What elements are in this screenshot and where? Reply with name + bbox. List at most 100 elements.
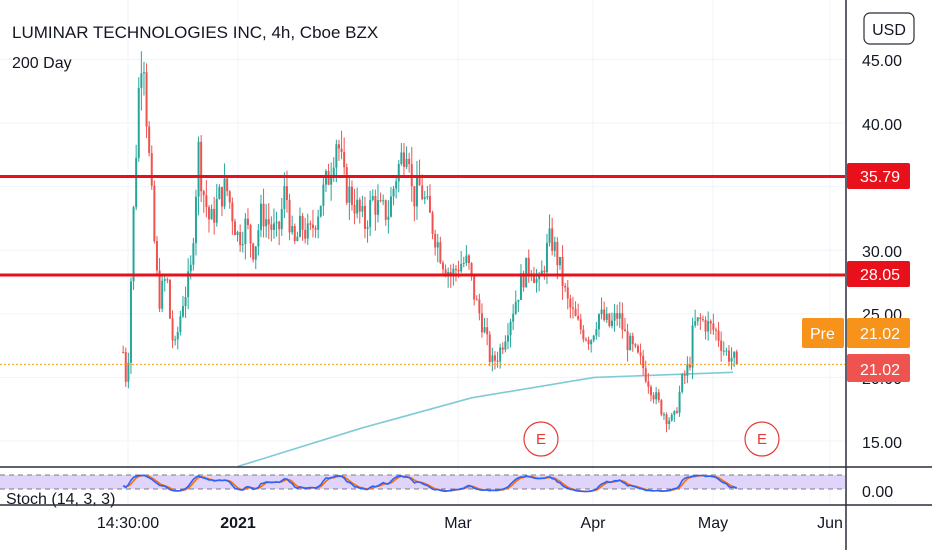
candle[interactable] xyxy=(241,231,244,253)
candle[interactable] xyxy=(566,279,569,310)
candle[interactable] xyxy=(686,356,689,384)
earnings-marker[interactable]: E xyxy=(523,421,559,457)
candle[interactable] xyxy=(389,187,392,218)
candle[interactable] xyxy=(187,258,190,310)
candle[interactable] xyxy=(405,146,408,169)
candle[interactable] xyxy=(353,188,356,225)
candle[interactable] xyxy=(423,190,426,205)
candle[interactable] xyxy=(239,224,242,252)
candle[interactable] xyxy=(428,184,431,213)
candle[interactable] xyxy=(262,188,265,238)
candle[interactable] xyxy=(293,223,296,245)
candle[interactable] xyxy=(361,195,364,218)
candle[interactable] xyxy=(480,303,483,338)
candle[interactable] xyxy=(699,313,702,331)
candle[interactable] xyxy=(148,121,151,157)
candle[interactable] xyxy=(369,190,372,236)
candle[interactable] xyxy=(319,205,322,218)
candle[interactable] xyxy=(301,212,304,241)
candle[interactable] xyxy=(668,417,671,430)
candle[interactable] xyxy=(330,162,333,201)
candle[interactable] xyxy=(631,332,634,352)
candle[interactable] xyxy=(265,203,268,238)
candle[interactable] xyxy=(228,190,231,209)
candlesticks[interactable] xyxy=(122,51,738,433)
candle[interactable] xyxy=(267,203,270,240)
candle[interactable] xyxy=(597,313,600,338)
candle[interactable] xyxy=(376,184,379,223)
candle[interactable] xyxy=(150,145,153,190)
candle[interactable] xyxy=(483,317,486,334)
candle[interactable] xyxy=(475,295,478,301)
candle[interactable] xyxy=(608,312,611,328)
candle[interactable] xyxy=(613,304,616,332)
candle[interactable] xyxy=(434,229,437,256)
candle[interactable] xyxy=(345,163,348,206)
candle[interactable] xyxy=(704,316,707,340)
earnings-marker[interactable]: E xyxy=(744,421,780,457)
candle[interactable] xyxy=(681,372,684,394)
candle[interactable] xyxy=(402,142,405,176)
candle[interactable] xyxy=(571,296,574,319)
candle[interactable] xyxy=(519,264,522,301)
candle[interactable] xyxy=(363,196,366,239)
candle[interactable] xyxy=(348,176,351,220)
candle[interactable] xyxy=(343,137,346,175)
candle[interactable] xyxy=(418,159,421,186)
candle[interactable] xyxy=(220,186,223,217)
candle[interactable] xyxy=(163,273,166,292)
candle[interactable] xyxy=(636,344,639,354)
candle[interactable] xyxy=(168,278,171,320)
candle[interactable] xyxy=(647,373,650,394)
candle[interactable] xyxy=(304,217,307,244)
candle[interactable] xyxy=(657,389,660,403)
candle[interactable] xyxy=(579,313,582,335)
candle[interactable] xyxy=(569,294,572,319)
candle[interactable] xyxy=(122,345,125,354)
candle[interactable] xyxy=(314,225,317,238)
candle[interactable] xyxy=(421,174,424,201)
indicator-label[interactable]: 200 Day xyxy=(12,55,72,72)
candle[interactable] xyxy=(735,349,738,365)
candle[interactable] xyxy=(574,301,577,317)
candle[interactable] xyxy=(288,193,291,241)
candle[interactable] xyxy=(709,319,712,335)
candle[interactable] xyxy=(306,213,309,245)
candle[interactable] xyxy=(577,303,580,321)
candle[interactable] xyxy=(629,332,632,351)
candle[interactable] xyxy=(527,249,530,283)
candle[interactable] xyxy=(322,176,325,216)
candle[interactable] xyxy=(215,183,218,227)
candle[interactable] xyxy=(714,327,717,341)
candle[interactable] xyxy=(137,77,140,162)
candle[interactable] xyxy=(595,321,598,340)
candle[interactable] xyxy=(514,290,517,315)
candle[interactable] xyxy=(535,269,538,293)
candle[interactable] xyxy=(431,210,434,240)
candle[interactable] xyxy=(161,274,164,312)
candle[interactable] xyxy=(626,323,629,362)
candle[interactable] xyxy=(309,220,312,231)
candle[interactable] xyxy=(246,208,249,230)
candle[interactable] xyxy=(132,205,135,290)
candle[interactable] xyxy=(600,297,603,320)
candle[interactable] xyxy=(337,139,340,161)
candle[interactable] xyxy=(311,209,314,238)
candle[interactable] xyxy=(675,407,678,414)
candle[interactable] xyxy=(725,347,728,356)
candle[interactable] xyxy=(496,351,499,368)
candle[interactable] xyxy=(153,180,156,244)
candle[interactable] xyxy=(426,185,429,200)
candle[interactable] xyxy=(506,323,509,350)
candle[interactable] xyxy=(720,331,723,362)
candle[interactable] xyxy=(712,313,715,335)
candle[interactable] xyxy=(384,199,387,226)
candle[interactable] xyxy=(590,339,593,353)
candle[interactable] xyxy=(210,204,213,220)
candle[interactable] xyxy=(473,275,476,306)
candle[interactable] xyxy=(551,217,554,256)
candle[interactable] xyxy=(733,351,736,367)
candle[interactable] xyxy=(691,317,694,380)
candle[interactable] xyxy=(270,216,273,242)
